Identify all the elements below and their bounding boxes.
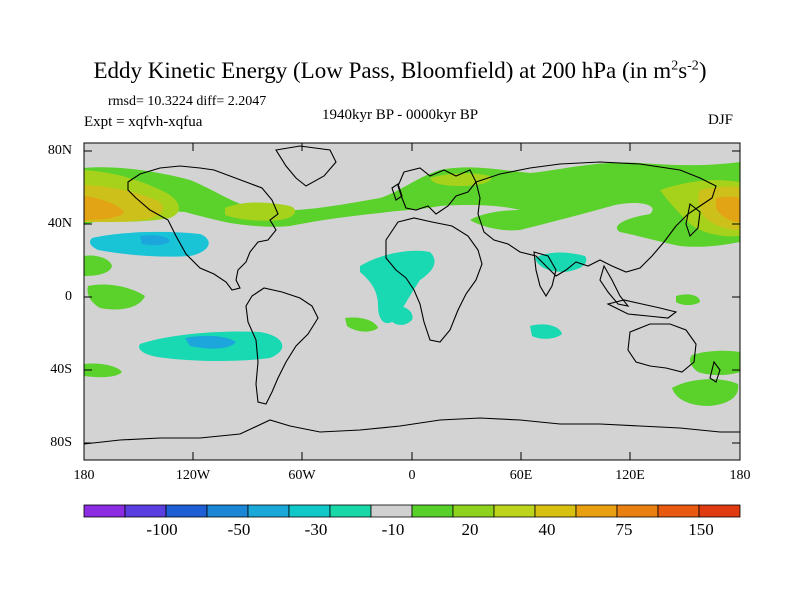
coast-asia <box>475 161 717 277</box>
lat-label-0: 0 <box>65 289 72 304</box>
nh-orange-core-west <box>84 196 124 220</box>
lon-label-60e: 60E <box>509 468 533 483</box>
axis-ticks <box>83 143 741 460</box>
lon-label-180w: 180 <box>73 468 95 483</box>
colorbar-label: -10 <box>381 520 405 539</box>
colorbar-swatch <box>83 504 126 518</box>
colorbar-swatch <box>329 504 372 518</box>
coast-uk <box>391 183 403 201</box>
central-pacific-green <box>84 255 112 276</box>
pacific-blue-core <box>140 235 170 246</box>
season-label: DJF <box>708 112 734 128</box>
nh-band-pacific <box>84 162 740 247</box>
lon-label-180e: 180 <box>729 468 751 483</box>
lat-label-80n: 80N <box>47 143 72 158</box>
lon-label-60w: 60W <box>288 468 316 483</box>
colorbar-label: 150 <box>688 520 714 539</box>
sw-pacific-green <box>84 363 122 378</box>
south-atlantic-green <box>345 317 378 332</box>
coast-indonesia <box>606 299 678 319</box>
atlantic-africa-cyan <box>360 250 435 324</box>
east-pacific-green <box>87 284 145 310</box>
colorbar-label: 20 <box>461 520 479 539</box>
colorbar-label: 40 <box>538 520 556 539</box>
south-pacific-blue-core <box>185 335 236 349</box>
colorbar-swatch <box>370 504 413 518</box>
experiment-label: Expt = xqfvh-xqfua <box>84 114 203 130</box>
colorbar-swatch <box>698 504 741 518</box>
title-s: s <box>678 58 688 83</box>
title-text: Eddy Kinetic Energy (Low Pass, Bloomfiel… <box>93 58 672 83</box>
colorbar-swatch <box>411 504 454 518</box>
south-indian-cyan <box>530 324 562 339</box>
colorbar-label: 75 <box>615 520 633 539</box>
se-pacific-green <box>672 379 739 406</box>
map-title: Eddy Kinetic Energy (Low Pass, Bloomfiel… <box>0 58 800 84</box>
coast-africa <box>385 217 483 343</box>
coast-europe <box>397 167 477 215</box>
rmsd-diff-stats: rmsd= 10.3224 diff= 2.2047 <box>108 94 267 109</box>
colorbar-label: -30 <box>304 520 328 539</box>
colorbar-swatch <box>534 504 577 518</box>
lon-label-120e: 120E <box>615 468 645 483</box>
colorbar-swatch <box>124 504 167 518</box>
lon-label-0: 0 <box>408 468 416 483</box>
lon-label-120w: 120W <box>175 468 211 483</box>
coast-australia <box>627 323 697 373</box>
title-exp1: 2 <box>671 58 679 74</box>
nh-orange-core-east <box>716 196 740 222</box>
colorbar-swatch <box>575 504 618 518</box>
coastlines <box>84 145 740 445</box>
coast-greenland <box>275 145 337 187</box>
coast-north-america <box>127 165 279 291</box>
coast-south-america <box>245 287 319 405</box>
nh-band-atlantic-inner <box>225 202 296 221</box>
africa-cyan-extension <box>388 305 413 325</box>
lat-label-40s: 40S <box>50 362 72 377</box>
colorbar-swatch <box>206 504 249 518</box>
coast-japan <box>685 203 701 238</box>
map-field <box>84 143 740 460</box>
coast-se-asia <box>599 264 630 307</box>
period-label: 1940kyr BP - 0000kyr BP <box>322 107 479 123</box>
coast-new-zealand <box>709 360 721 383</box>
title-exp2: -2 <box>687 58 699 74</box>
colorbar-swatch <box>452 504 495 518</box>
colorbar-swatch <box>247 504 290 518</box>
colorbar-label: -50 <box>227 520 251 539</box>
colorbar-swatch <box>165 504 208 518</box>
colorbar-swatch <box>657 504 700 518</box>
lat-label-80s: 80S <box>50 435 72 450</box>
colorbar <box>83 504 741 518</box>
coast-india <box>533 251 557 298</box>
far-east-green <box>676 294 700 305</box>
coast-antarctica <box>84 417 740 445</box>
colorbar-swatch <box>493 504 536 518</box>
colorbar-label: -100 <box>146 520 178 539</box>
colorbar-swatch <box>288 504 331 518</box>
title-close: ) <box>698 58 707 83</box>
lat-label-40n: 40N <box>47 216 72 231</box>
colorbar-swatch <box>616 504 659 518</box>
